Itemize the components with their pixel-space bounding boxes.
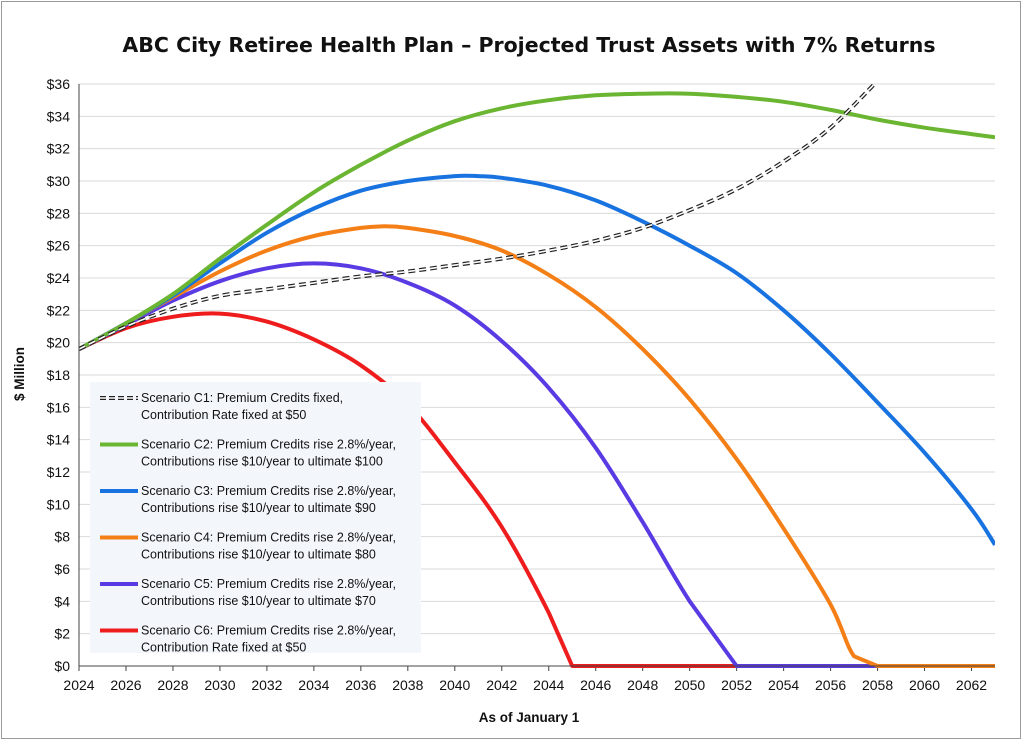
y-tick-label: $10 bbox=[47, 496, 71, 512]
legend-label: Contribution Rate fixed at $50 bbox=[141, 641, 306, 655]
x-tick-label: 2062 bbox=[956, 677, 987, 693]
y-tick-label: $32 bbox=[47, 141, 71, 157]
x-axis-ticks: 2024 2026 2028 2030 2032 2034 2036 2038 2040 2042… bbox=[63, 666, 987, 693]
y-tick-label: $2 bbox=[54, 626, 70, 642]
y-tick-label: $28 bbox=[47, 205, 71, 221]
y-axis-ticks: $0 $2 $4 $6 $8 $10 $12 $14 $16 $18 $20 $22 $24 $26 $28… bbox=[47, 76, 71, 674]
y-tick-label: $4 bbox=[54, 593, 70, 609]
y-tick-label: $20 bbox=[47, 335, 71, 351]
legend: Scenario C1: Premium Credits fixed, Contr… bbox=[90, 382, 421, 655]
legend-label: Scenario C3: Premium Credits rise 2.8%/y… bbox=[141, 484, 396, 498]
x-tick-label: 2048 bbox=[627, 677, 658, 693]
legend-label: Contributions rise $10/year to ultimate … bbox=[141, 594, 376, 608]
series-line-c3 bbox=[79, 173, 995, 546]
legend-label: Contributions rise $10/year to ultimate … bbox=[141, 501, 376, 515]
legend-label: Scenario C6: Premium Credits rise 2.8%/y… bbox=[141, 624, 396, 638]
x-tick-label: 2058 bbox=[862, 677, 893, 693]
series-line-c6 bbox=[79, 311, 995, 668]
x-tick-label: 2024 bbox=[63, 677, 94, 693]
x-axis-label: As of January 1 bbox=[479, 710, 580, 725]
legend-label: Contributions rise $10/year to ultimate … bbox=[141, 548, 376, 562]
series-lines bbox=[79, 84, 995, 668]
series-line-c5 bbox=[79, 261, 995, 668]
legend-label: Scenario C5: Premium Credits rise 2.8%/y… bbox=[141, 577, 396, 591]
x-tick-label: 2034 bbox=[298, 677, 329, 693]
x-tick-label: 2026 bbox=[110, 677, 141, 693]
y-tick-label: $0 bbox=[54, 658, 70, 674]
legend-box bbox=[90, 382, 421, 653]
series-line-c1 bbox=[79, 84, 876, 350]
x-tick-label: 2046 bbox=[580, 677, 611, 693]
y-tick-label: $34 bbox=[47, 108, 71, 124]
y-tick-label: $8 bbox=[54, 529, 70, 545]
x-tick-label: 2056 bbox=[815, 677, 846, 693]
series-line-c4 bbox=[79, 224, 995, 668]
series-line-c2 bbox=[79, 91, 995, 351]
y-axis-label: $ Million bbox=[12, 347, 27, 401]
x-tick-label: 2044 bbox=[533, 677, 564, 693]
y-tick-label: $26 bbox=[47, 238, 71, 254]
x-tick-label: 2042 bbox=[486, 677, 517, 693]
x-tick-label: 2028 bbox=[157, 677, 188, 693]
x-tick-label: 2036 bbox=[345, 677, 376, 693]
x-tick-label: 2038 bbox=[392, 677, 423, 693]
y-tick-label: $6 bbox=[54, 561, 70, 577]
y-tick-label: $36 bbox=[47, 76, 71, 92]
legend-label: Scenario C2: Premium Credits rise 2.8%/y… bbox=[141, 438, 396, 452]
y-tick-label: $14 bbox=[47, 432, 71, 448]
legend-label: Scenario C4: Premium Credits rise 2.8%/y… bbox=[141, 531, 396, 545]
legend-label: Scenario C1: Premium Credits fixed, bbox=[141, 391, 343, 405]
x-tick-label: 2050 bbox=[674, 677, 705, 693]
y-tick-label: $24 bbox=[47, 270, 71, 286]
series-line-c1-outline bbox=[79, 84, 878, 351]
y-tick-label: $16 bbox=[47, 399, 71, 415]
chart-title: ABC City Retiree Health Plan – Projected… bbox=[122, 33, 935, 57]
legend-label: Contribution Rate fixed at $50 bbox=[141, 408, 306, 422]
y-tick-label: $12 bbox=[47, 464, 71, 480]
x-tick-label: 2032 bbox=[251, 677, 282, 693]
x-tick-label: 2052 bbox=[721, 677, 752, 693]
x-tick-label: 2054 bbox=[768, 677, 799, 693]
x-tick-label: 2060 bbox=[909, 677, 940, 693]
y-tick-label: $18 bbox=[47, 367, 71, 383]
x-tick-label: 2040 bbox=[439, 677, 470, 693]
y-tick-label: $30 bbox=[47, 173, 71, 189]
x-tick-label: 2030 bbox=[204, 677, 235, 693]
y-tick-label: $22 bbox=[47, 302, 71, 318]
legend-label: Contributions rise $10/year to ultimate … bbox=[141, 455, 383, 469]
